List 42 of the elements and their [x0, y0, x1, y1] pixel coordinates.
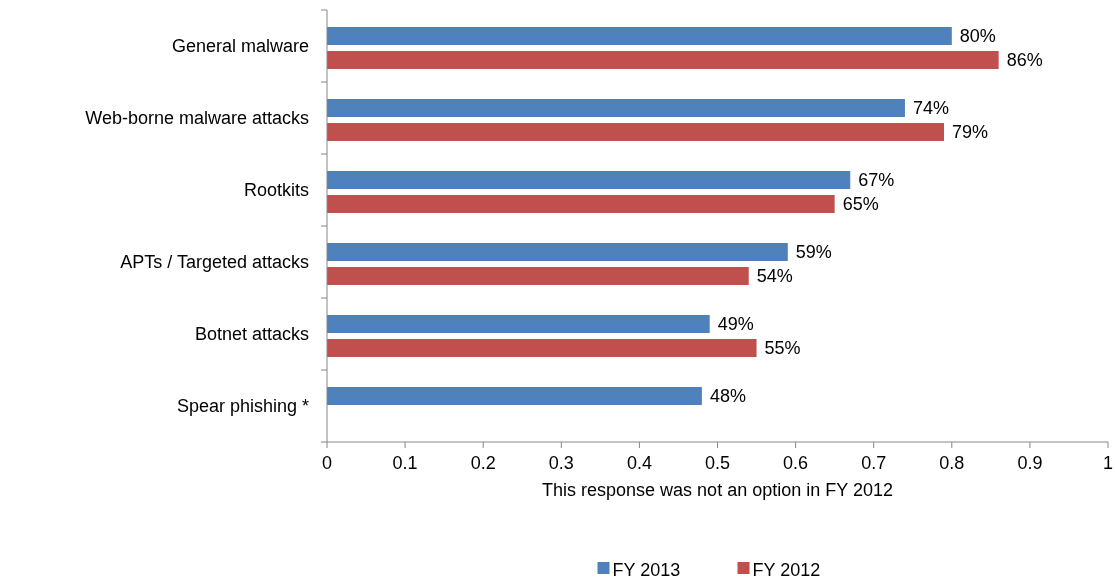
- data-label: 55%: [764, 338, 801, 359]
- bar: [327, 27, 952, 45]
- data-label: 67%: [858, 170, 895, 191]
- x-tick-label: 0.9: [1017, 453, 1043, 473]
- data-label: 74%: [912, 98, 949, 119]
- x-axis-title: This response was not an option in FY 2012: [542, 480, 893, 500]
- x-tick-label: 0.1: [392, 453, 418, 473]
- data-label: 65%: [842, 194, 879, 215]
- x-tick-label: 0: [321, 453, 333, 473]
- legend-label: FY 2012: [752, 560, 821, 580]
- data-label: 54%: [756, 266, 793, 287]
- bar: [327, 339, 757, 357]
- bar: [327, 99, 905, 117]
- data-label: 80%: [959, 26, 996, 47]
- bar: [327, 243, 788, 261]
- y-tick-label: General malware: [171, 36, 309, 57]
- y-tick-label: Web-borne malware attacks: [85, 108, 309, 129]
- x-tick-label: 0.3: [548, 453, 574, 473]
- y-tick-label: Rootkits: [243, 180, 309, 201]
- x-tick-label: 0.2: [470, 453, 496, 473]
- x-tick-label: 1: [1102, 453, 1114, 473]
- bar: [327, 195, 835, 213]
- data-label: 59%: [795, 242, 832, 263]
- bar: [327, 171, 851, 189]
- bar: [327, 267, 749, 285]
- y-tick-label: Botnet attacks: [194, 324, 309, 345]
- legend-label: FY 2013: [612, 560, 681, 580]
- bar: [327, 123, 944, 141]
- data-label: 79%: [951, 122, 989, 143]
- data-label: 86%: [1006, 50, 1043, 71]
- data-label: 48%: [709, 386, 746, 407]
- x-tick-label: 0.4: [626, 453, 652, 473]
- x-tick-label: 0.8: [939, 453, 965, 473]
- y-tick-label: Spear phishing *: [176, 396, 309, 417]
- data-label: 49%: [717, 314, 754, 335]
- y-tick-label: APTs / Targeted attacks: [120, 252, 309, 273]
- x-tick-label: 0.7: [861, 453, 887, 473]
- bar: [327, 387, 702, 405]
- bar: [327, 315, 710, 333]
- x-tick-label: 0.6: [783, 453, 809, 473]
- bar: [327, 51, 999, 69]
- x-tick-label: 0.5: [704, 453, 731, 473]
